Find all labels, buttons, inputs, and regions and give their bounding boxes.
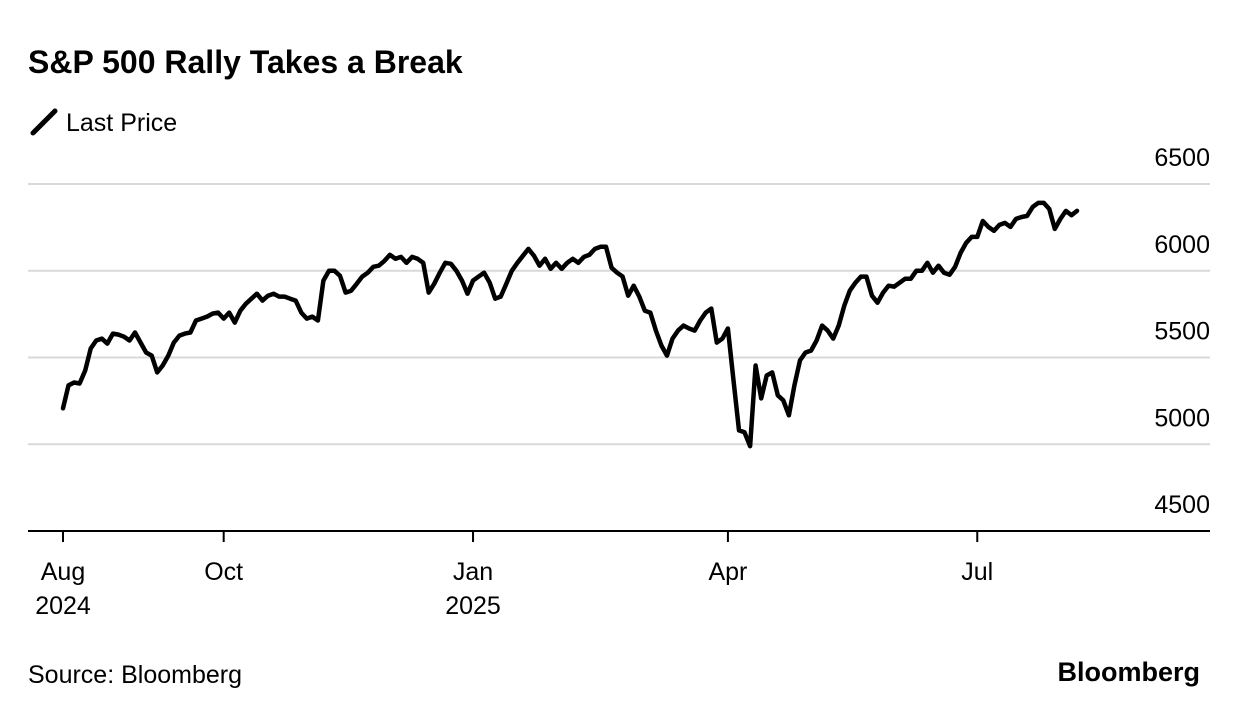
y-tick-label: 6000 <box>1154 231 1210 259</box>
x-tick-label: Jan 2025 <box>445 558 501 620</box>
source: Source: Bloomberg <box>28 661 242 689</box>
y-tick-label: 5500 <box>1154 318 1210 346</box>
x-tick-label: Apr <box>708 558 747 586</box>
price-line <box>60 200 1080 449</box>
legend-swatch <box>30 108 58 136</box>
y-tick-label: 5000 <box>1154 404 1210 432</box>
x-tick-label: Oct <box>204 558 243 586</box>
legend-label: Last Price <box>66 109 177 137</box>
brand: Bloomberg <box>1057 657 1200 687</box>
x-tick-label: Jul <box>961 558 993 586</box>
x-tick-label: Aug 2024 <box>35 558 91 620</box>
y-tick-label: 4500 <box>1154 491 1210 519</box>
y-tick-label: 6500 <box>1154 144 1210 172</box>
chart-title: S&P 500 Rally Takes a Break <box>28 44 463 80</box>
